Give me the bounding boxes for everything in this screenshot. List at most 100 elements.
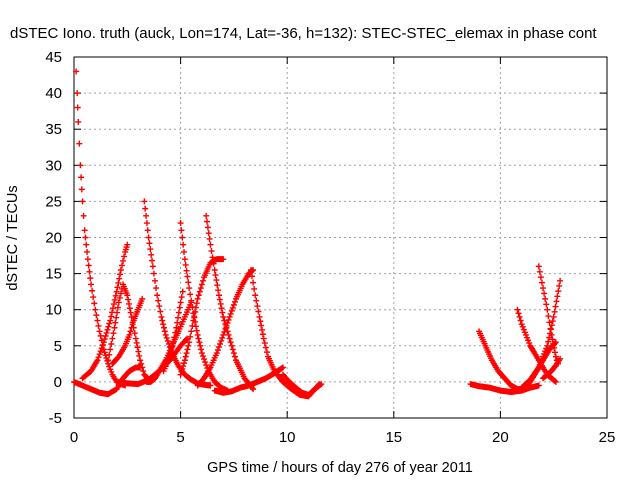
data-point [206, 235, 213, 242]
data-point [96, 351, 103, 358]
data-point [95, 322, 102, 329]
data-point [231, 298, 238, 305]
data-series [540, 355, 564, 382]
data-point [154, 292, 161, 299]
data-point [214, 347, 221, 354]
y-tick-label: 30 [45, 157, 62, 174]
data-point [191, 313, 198, 320]
data-point [550, 340, 557, 347]
data-point [557, 355, 564, 362]
data-point [537, 359, 544, 366]
data-point [153, 285, 160, 292]
data-point [111, 324, 118, 331]
data-point [524, 334, 531, 341]
data-point [182, 261, 189, 268]
data-point [199, 353, 206, 360]
data-point [156, 303, 163, 310]
data-series [73, 68, 129, 389]
data-series [79, 241, 131, 382]
data-point [516, 313, 523, 320]
data-point [218, 337, 225, 344]
data-point [537, 274, 544, 281]
data-point [542, 348, 549, 355]
data-point [172, 329, 179, 336]
data-point [219, 334, 226, 341]
data-point [194, 331, 201, 338]
data-point [231, 353, 238, 360]
data-point [208, 248, 215, 255]
data-point [230, 301, 237, 308]
data-point [543, 345, 550, 352]
data-points [71, 68, 564, 400]
data-point [549, 336, 556, 343]
data-point [184, 273, 191, 280]
data-point [520, 326, 527, 333]
data-point [124, 292, 131, 299]
data-point [228, 342, 235, 349]
data-point [149, 257, 156, 264]
data-point [224, 319, 231, 326]
data-series [109, 295, 146, 367]
data-point [318, 381, 325, 388]
data-point [217, 300, 224, 307]
data-point [95, 354, 102, 361]
data-point [78, 186, 85, 193]
data-point [261, 340, 268, 347]
data-point [540, 353, 547, 360]
data-point [230, 350, 237, 357]
data-point [225, 316, 232, 323]
data-point [514, 306, 521, 313]
x-tick-label: 15 [385, 429, 402, 446]
data-series [194, 266, 257, 389]
data-point [96, 328, 103, 335]
data-point [88, 281, 95, 288]
data-point [538, 356, 545, 363]
data-point [89, 287, 96, 294]
data-point [73, 68, 80, 75]
data-point [159, 317, 166, 324]
data-point [197, 342, 204, 349]
data-point [160, 324, 167, 331]
data-point [166, 353, 173, 360]
data-point [114, 309, 121, 316]
data-point [144, 227, 151, 234]
data-point [552, 353, 559, 360]
data-point [522, 331, 529, 338]
data-point [194, 295, 201, 302]
data-point [260, 335, 267, 342]
data-point [79, 198, 86, 205]
data-point [259, 331, 266, 338]
data-point [262, 344, 269, 351]
data-point [188, 297, 195, 304]
data-point [179, 234, 186, 241]
data-point [108, 313, 115, 320]
data-point [117, 290, 124, 297]
data-point [115, 279, 122, 286]
data-point [139, 295, 146, 302]
y-tick-label: -5 [49, 410, 62, 427]
data-point [160, 321, 167, 328]
data-point [77, 162, 84, 169]
data-point [181, 256, 188, 263]
data-point [138, 360, 145, 367]
y-tick-label: 5 [54, 338, 62, 355]
data-point [183, 335, 190, 342]
x-tick-label: 20 [492, 429, 509, 446]
data-point [263, 349, 270, 356]
data-point [189, 322, 196, 329]
data-point [178, 368, 185, 375]
data-point [212, 272, 219, 279]
data-point [107, 366, 114, 373]
data-point [195, 292, 202, 299]
data-point [552, 378, 559, 385]
data-point [195, 335, 202, 342]
data-point [202, 359, 209, 366]
data-point [83, 241, 90, 248]
data-point [213, 277, 220, 284]
data-point [515, 310, 522, 317]
data-point [81, 227, 88, 234]
data-point [547, 326, 554, 333]
data-point [183, 267, 190, 274]
axis-ticks: 0 5 10 15 20 25 -5 0 5 10 15 20 25 30 35 40 45 [45, 49, 615, 446]
